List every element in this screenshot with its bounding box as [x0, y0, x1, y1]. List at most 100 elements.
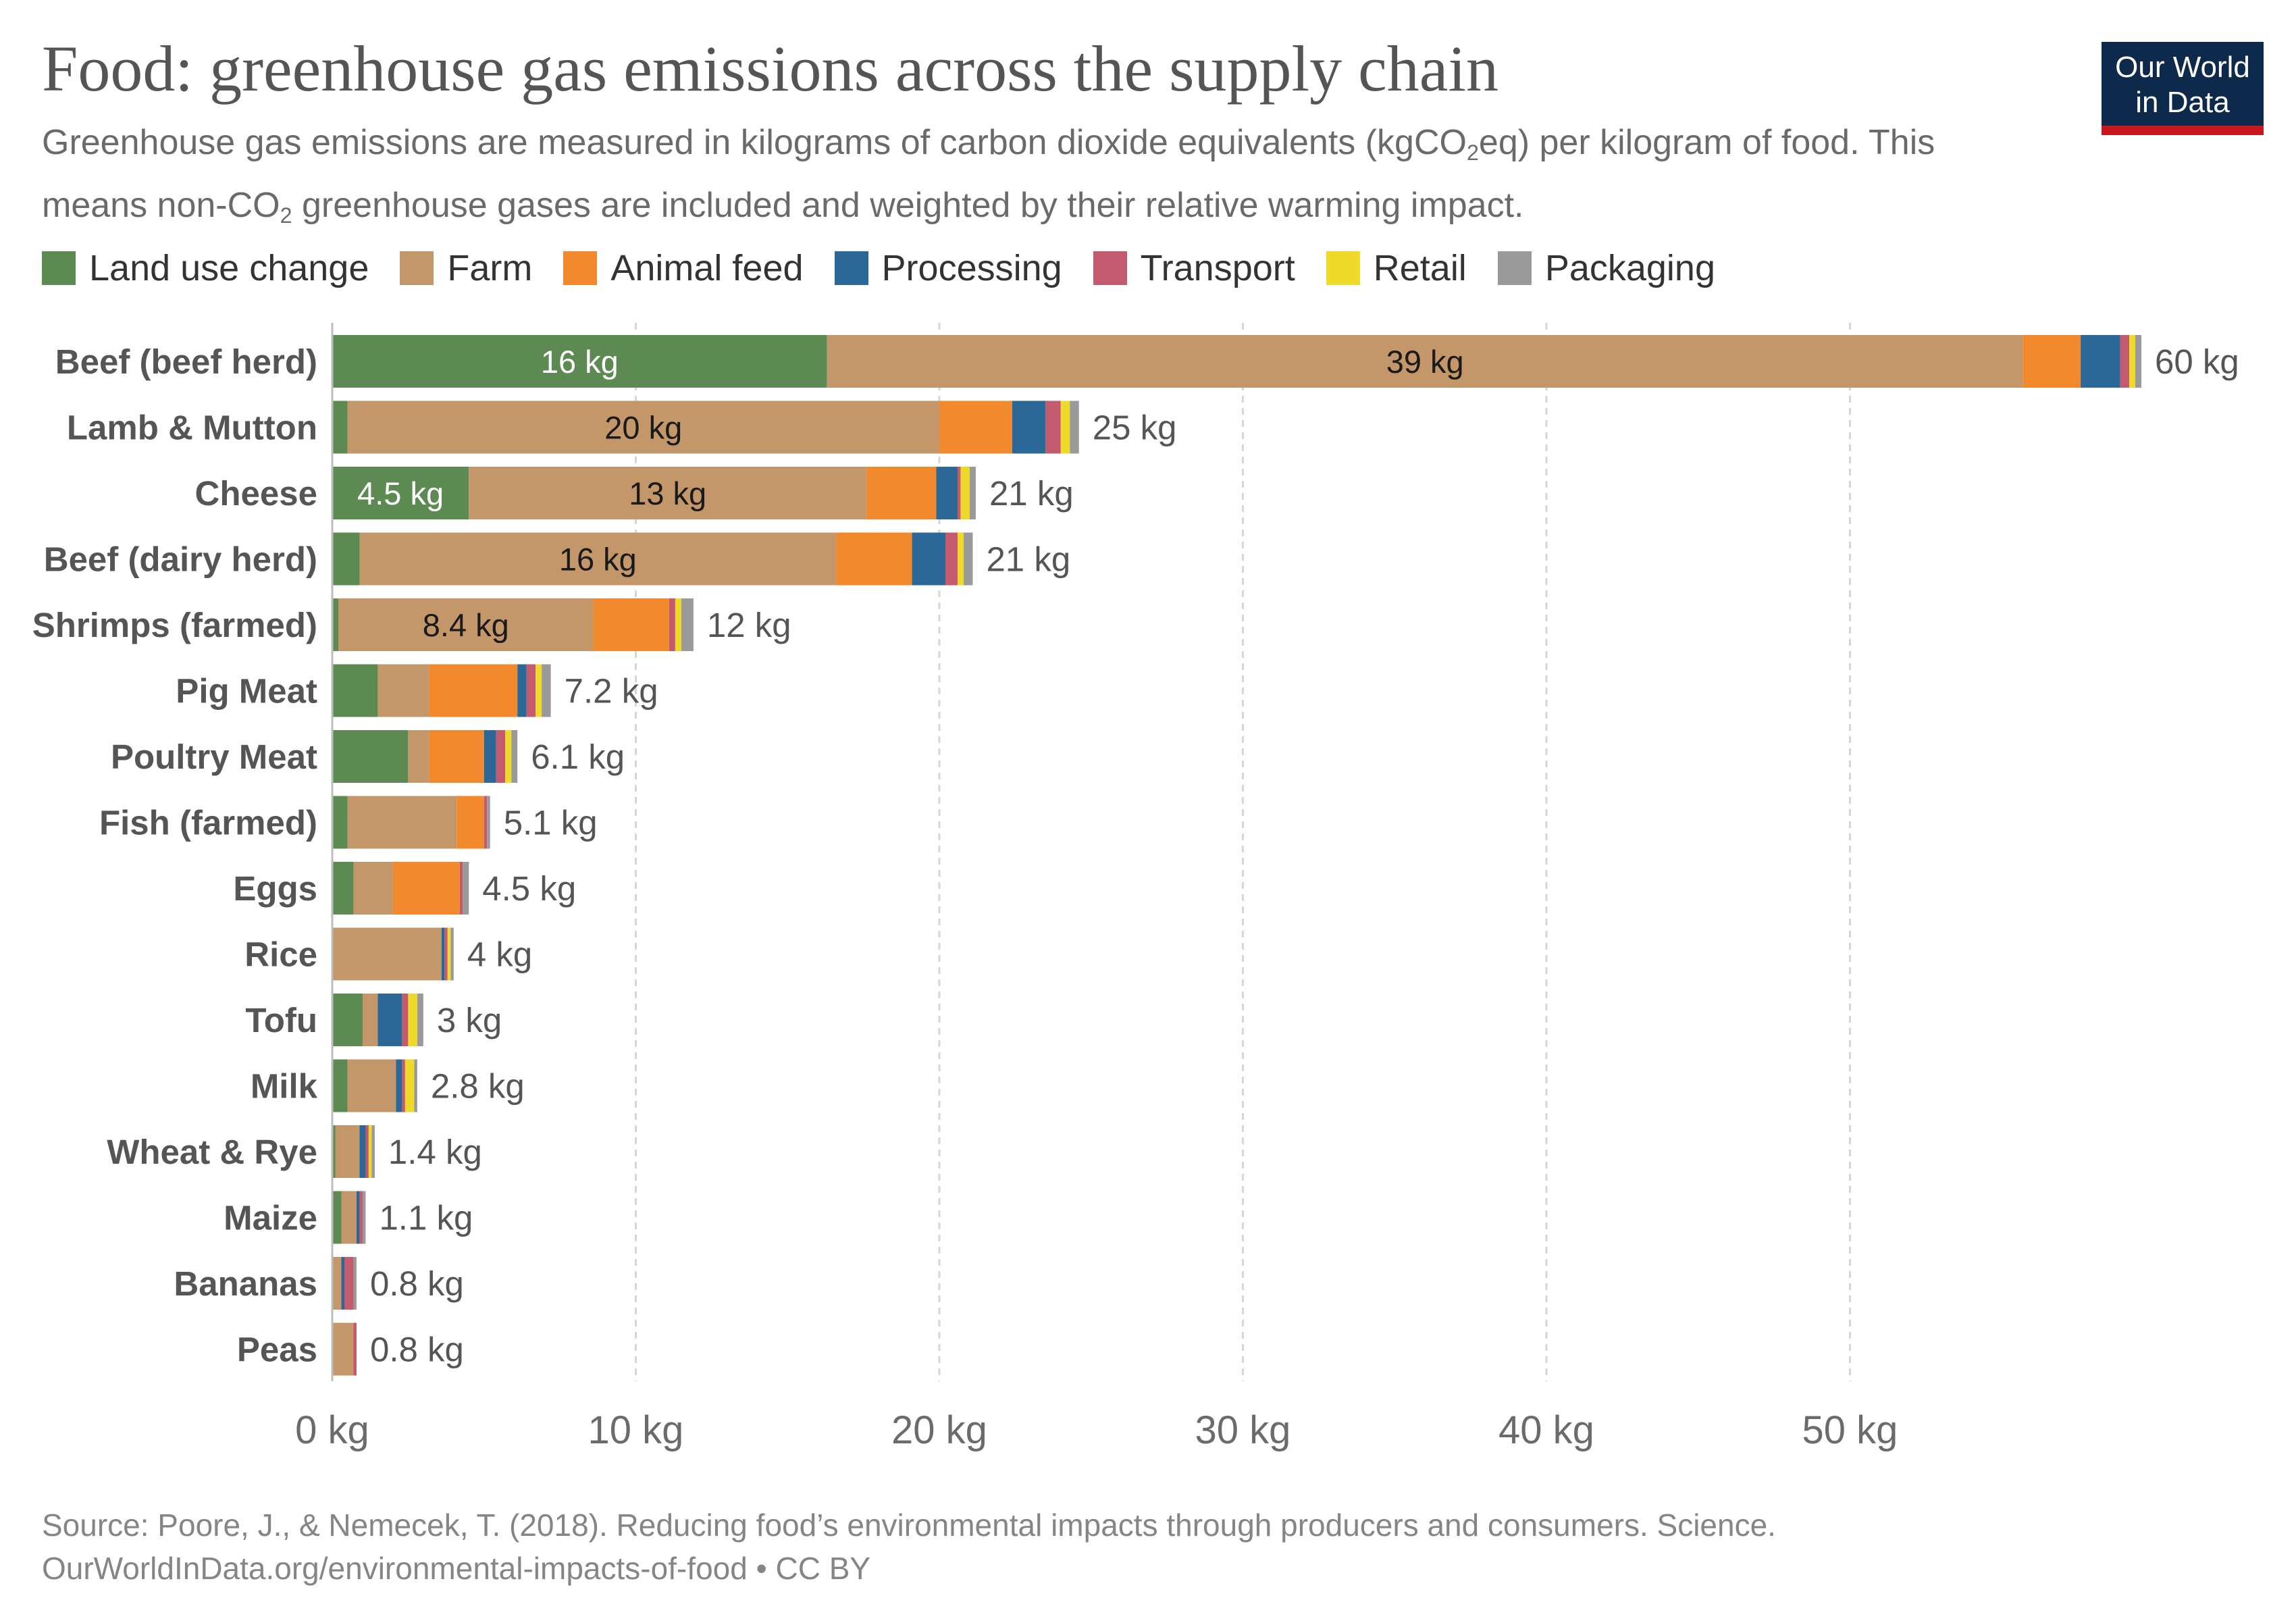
bar-segment-land-use-change[interactable] — [332, 730, 409, 783]
bar-segment-packaging[interactable] — [681, 598, 694, 651]
legend-item-farm[interactable]: Farm — [400, 247, 532, 289]
bar-row-rice[interactable]: Rice 4 kg — [244, 927, 532, 981]
bar-segment-farm[interactable] — [827, 335, 2023, 388]
bar-segment-animal-feed[interactable] — [456, 796, 484, 849]
bar-segment-transport[interactable] — [2120, 335, 2130, 388]
bar-segment-packaging[interactable] — [963, 532, 973, 586]
bar-segment-retail[interactable] — [505, 730, 512, 783]
bar-row-cheese[interactable]: Cheese 4.5 kg 13 kg 21 kg — [195, 467, 1074, 519]
bar-segment-transport[interactable] — [669, 598, 675, 651]
legend-item-transport[interactable]: Transport — [1093, 247, 1295, 289]
bar-segment-farm[interactable] — [347, 796, 457, 849]
bar-segment-processing[interactable] — [517, 664, 527, 717]
bar-row-bananas[interactable]: Bananas 0.8 kg — [174, 1257, 464, 1310]
bar-segment-animal-feed[interactable] — [429, 664, 518, 717]
bar-row-milk[interactable]: Milk 2.8 kg — [251, 1059, 525, 1112]
bar-segment-land-use-change[interactable] — [332, 532, 360, 586]
bar-segment-packaging[interactable] — [353, 1257, 357, 1310]
bar-row-lamb-and-mutton[interactable]: Lamb & Mutton 20 kg 25 kg — [67, 401, 1177, 454]
bar-segment-transport[interactable] — [402, 1059, 405, 1112]
bar-segment-animal-feed[interactable] — [392, 862, 460, 915]
bar-segment-transport[interactable] — [496, 730, 506, 783]
bar-segment-processing[interactable] — [1012, 401, 1046, 454]
bar-segment-retail[interactable] — [957, 532, 964, 586]
bar-segment-retail[interactable] — [675, 598, 681, 651]
bar-row-poultry-meat[interactable]: Poultry Meat 6.1 kg — [111, 730, 625, 783]
bar-segment-transport[interactable] — [957, 467, 961, 519]
bar-row-wheat-and-rye[interactable]: Wheat & Rye 1.4 kg — [107, 1125, 482, 1178]
bar-segment-animal-feed[interactable] — [593, 598, 669, 651]
bar-segment-processing[interactable] — [377, 994, 402, 1046]
bar-segment-land-use-change[interactable] — [332, 1059, 348, 1112]
bar-segment-packaging[interactable] — [371, 1125, 375, 1178]
bar-segment-land-use-change[interactable] — [332, 467, 469, 519]
legend-item-animal-feed[interactable]: Animal feed — [563, 247, 804, 289]
bar-segment-processing[interactable] — [356, 1191, 360, 1244]
bar-segment-retail[interactable] — [2129, 335, 2136, 388]
bar-segment-transport[interactable] — [1045, 401, 1061, 454]
bar-row-beef-dairy-herd[interactable]: Beef (dairy herd) 16 kg 21 kg — [44, 532, 1070, 586]
bar-segment-farm[interactable] — [332, 927, 442, 981]
bar-segment-land-use-change[interactable] — [332, 862, 354, 915]
bar-segment-animal-feed[interactable] — [2023, 335, 2081, 388]
source-url[interactable]: OurWorldInData.org/environmental-impacts… — [42, 1551, 871, 1586]
bar-segment-transport[interactable] — [526, 664, 536, 717]
bar-segment-processing[interactable] — [359, 1125, 366, 1178]
bar-segment-farm[interactable] — [362, 994, 378, 1046]
bar-segment-land-use-change[interactable] — [332, 401, 348, 454]
bar-segment-processing[interactable] — [484, 730, 496, 783]
bar-segment-animal-feed[interactable] — [866, 467, 937, 519]
bar-segment-animal-feed[interactable] — [429, 730, 484, 783]
bar-segment-retail[interactable] — [1060, 401, 1070, 454]
bar-segment-transport[interactable] — [353, 1322, 357, 1376]
bar-segment-farm[interactable] — [332, 1322, 354, 1376]
bar-segment-animal-feed[interactable] — [939, 401, 1012, 454]
bar-segment-transport[interactable] — [444, 927, 448, 981]
bar-segment-farm[interactable] — [332, 1257, 342, 1310]
bar-segment-packaging[interactable] — [969, 467, 976, 519]
bar-segment-packaging[interactable] — [414, 1059, 417, 1112]
bar-row-peas[interactable]: Peas 0.8 kg — [237, 1322, 464, 1376]
bar-segment-packaging[interactable] — [362, 1191, 366, 1244]
bar-segment-farm[interactable] — [347, 1059, 396, 1112]
bar-segment-farm[interactable] — [359, 532, 837, 586]
bar-segment-transport[interactable] — [459, 862, 463, 915]
bar-segment-retail[interactable] — [536, 664, 542, 717]
bar-segment-packaging[interactable] — [450, 927, 454, 981]
bar-row-fish-farmed[interactable]: Fish (farmed) 5.1 kg — [99, 796, 598, 849]
bar-segment-farm[interactable] — [347, 401, 939, 454]
bar-segment-packaging[interactable] — [542, 664, 551, 717]
bar-segment-animal-feed[interactable] — [836, 532, 912, 586]
bar-segment-packaging[interactable] — [1070, 401, 1079, 454]
bar-segment-retail[interactable] — [408, 994, 417, 1046]
bar-segment-transport[interactable] — [484, 796, 488, 849]
bar-segment-retail[interactable] — [368, 1125, 372, 1178]
bar-segment-retail[interactable] — [447, 927, 451, 981]
bar-segment-farm[interactable] — [341, 1191, 357, 1244]
bar-segment-transport[interactable] — [359, 1191, 363, 1244]
bar-segment-processing[interactable] — [341, 1257, 344, 1310]
bar-segment-processing[interactable] — [912, 532, 945, 586]
bar-row-eggs[interactable]: Eggs 4.5 kg — [233, 862, 576, 915]
bar-segment-packaging[interactable] — [417, 994, 423, 1046]
bar-segment-farm[interactable] — [469, 467, 867, 519]
bar-segment-processing[interactable] — [936, 467, 958, 519]
bar-segment-packaging[interactable] — [463, 862, 469, 915]
bar-segment-farm[interactable] — [408, 730, 429, 783]
bar-segment-farm[interactable] — [377, 664, 429, 717]
bar-segment-transport[interactable] — [945, 532, 958, 586]
legend-item-land-use-change[interactable]: Land use change — [42, 247, 369, 289]
bar-row-shrimps-farmed[interactable]: Shrimps (farmed) 8.4 kg 12 kg — [32, 598, 791, 651]
legend-item-retail[interactable]: Retail — [1326, 247, 1467, 289]
bar-segment-transport[interactable] — [344, 1257, 354, 1310]
bar-segment-farm[interactable] — [335, 1125, 360, 1178]
bar-segment-transport[interactable] — [365, 1125, 369, 1178]
bar-segment-land-use-change[interactable] — [332, 1191, 342, 1244]
bar-row-maize[interactable]: Maize 1.1 kg — [224, 1191, 473, 1244]
bar-row-tofu[interactable]: Tofu 3 kg — [245, 994, 502, 1046]
legend-item-packaging[interactable]: Packaging — [1497, 247, 1715, 289]
bar-segment-retail[interactable] — [960, 467, 970, 519]
bar-segment-packaging[interactable] — [511, 730, 518, 783]
bar-segment-farm[interactable] — [353, 862, 393, 915]
bar-segment-packaging[interactable] — [2135, 335, 2142, 388]
